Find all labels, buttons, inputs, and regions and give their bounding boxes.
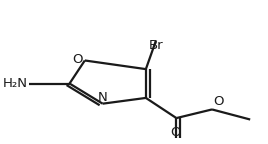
Text: N: N xyxy=(98,91,107,104)
Text: O: O xyxy=(213,95,224,108)
Text: H₂N: H₂N xyxy=(3,77,28,90)
Text: O: O xyxy=(170,126,180,139)
Text: Br: Br xyxy=(149,39,163,52)
Text: O: O xyxy=(72,53,82,66)
